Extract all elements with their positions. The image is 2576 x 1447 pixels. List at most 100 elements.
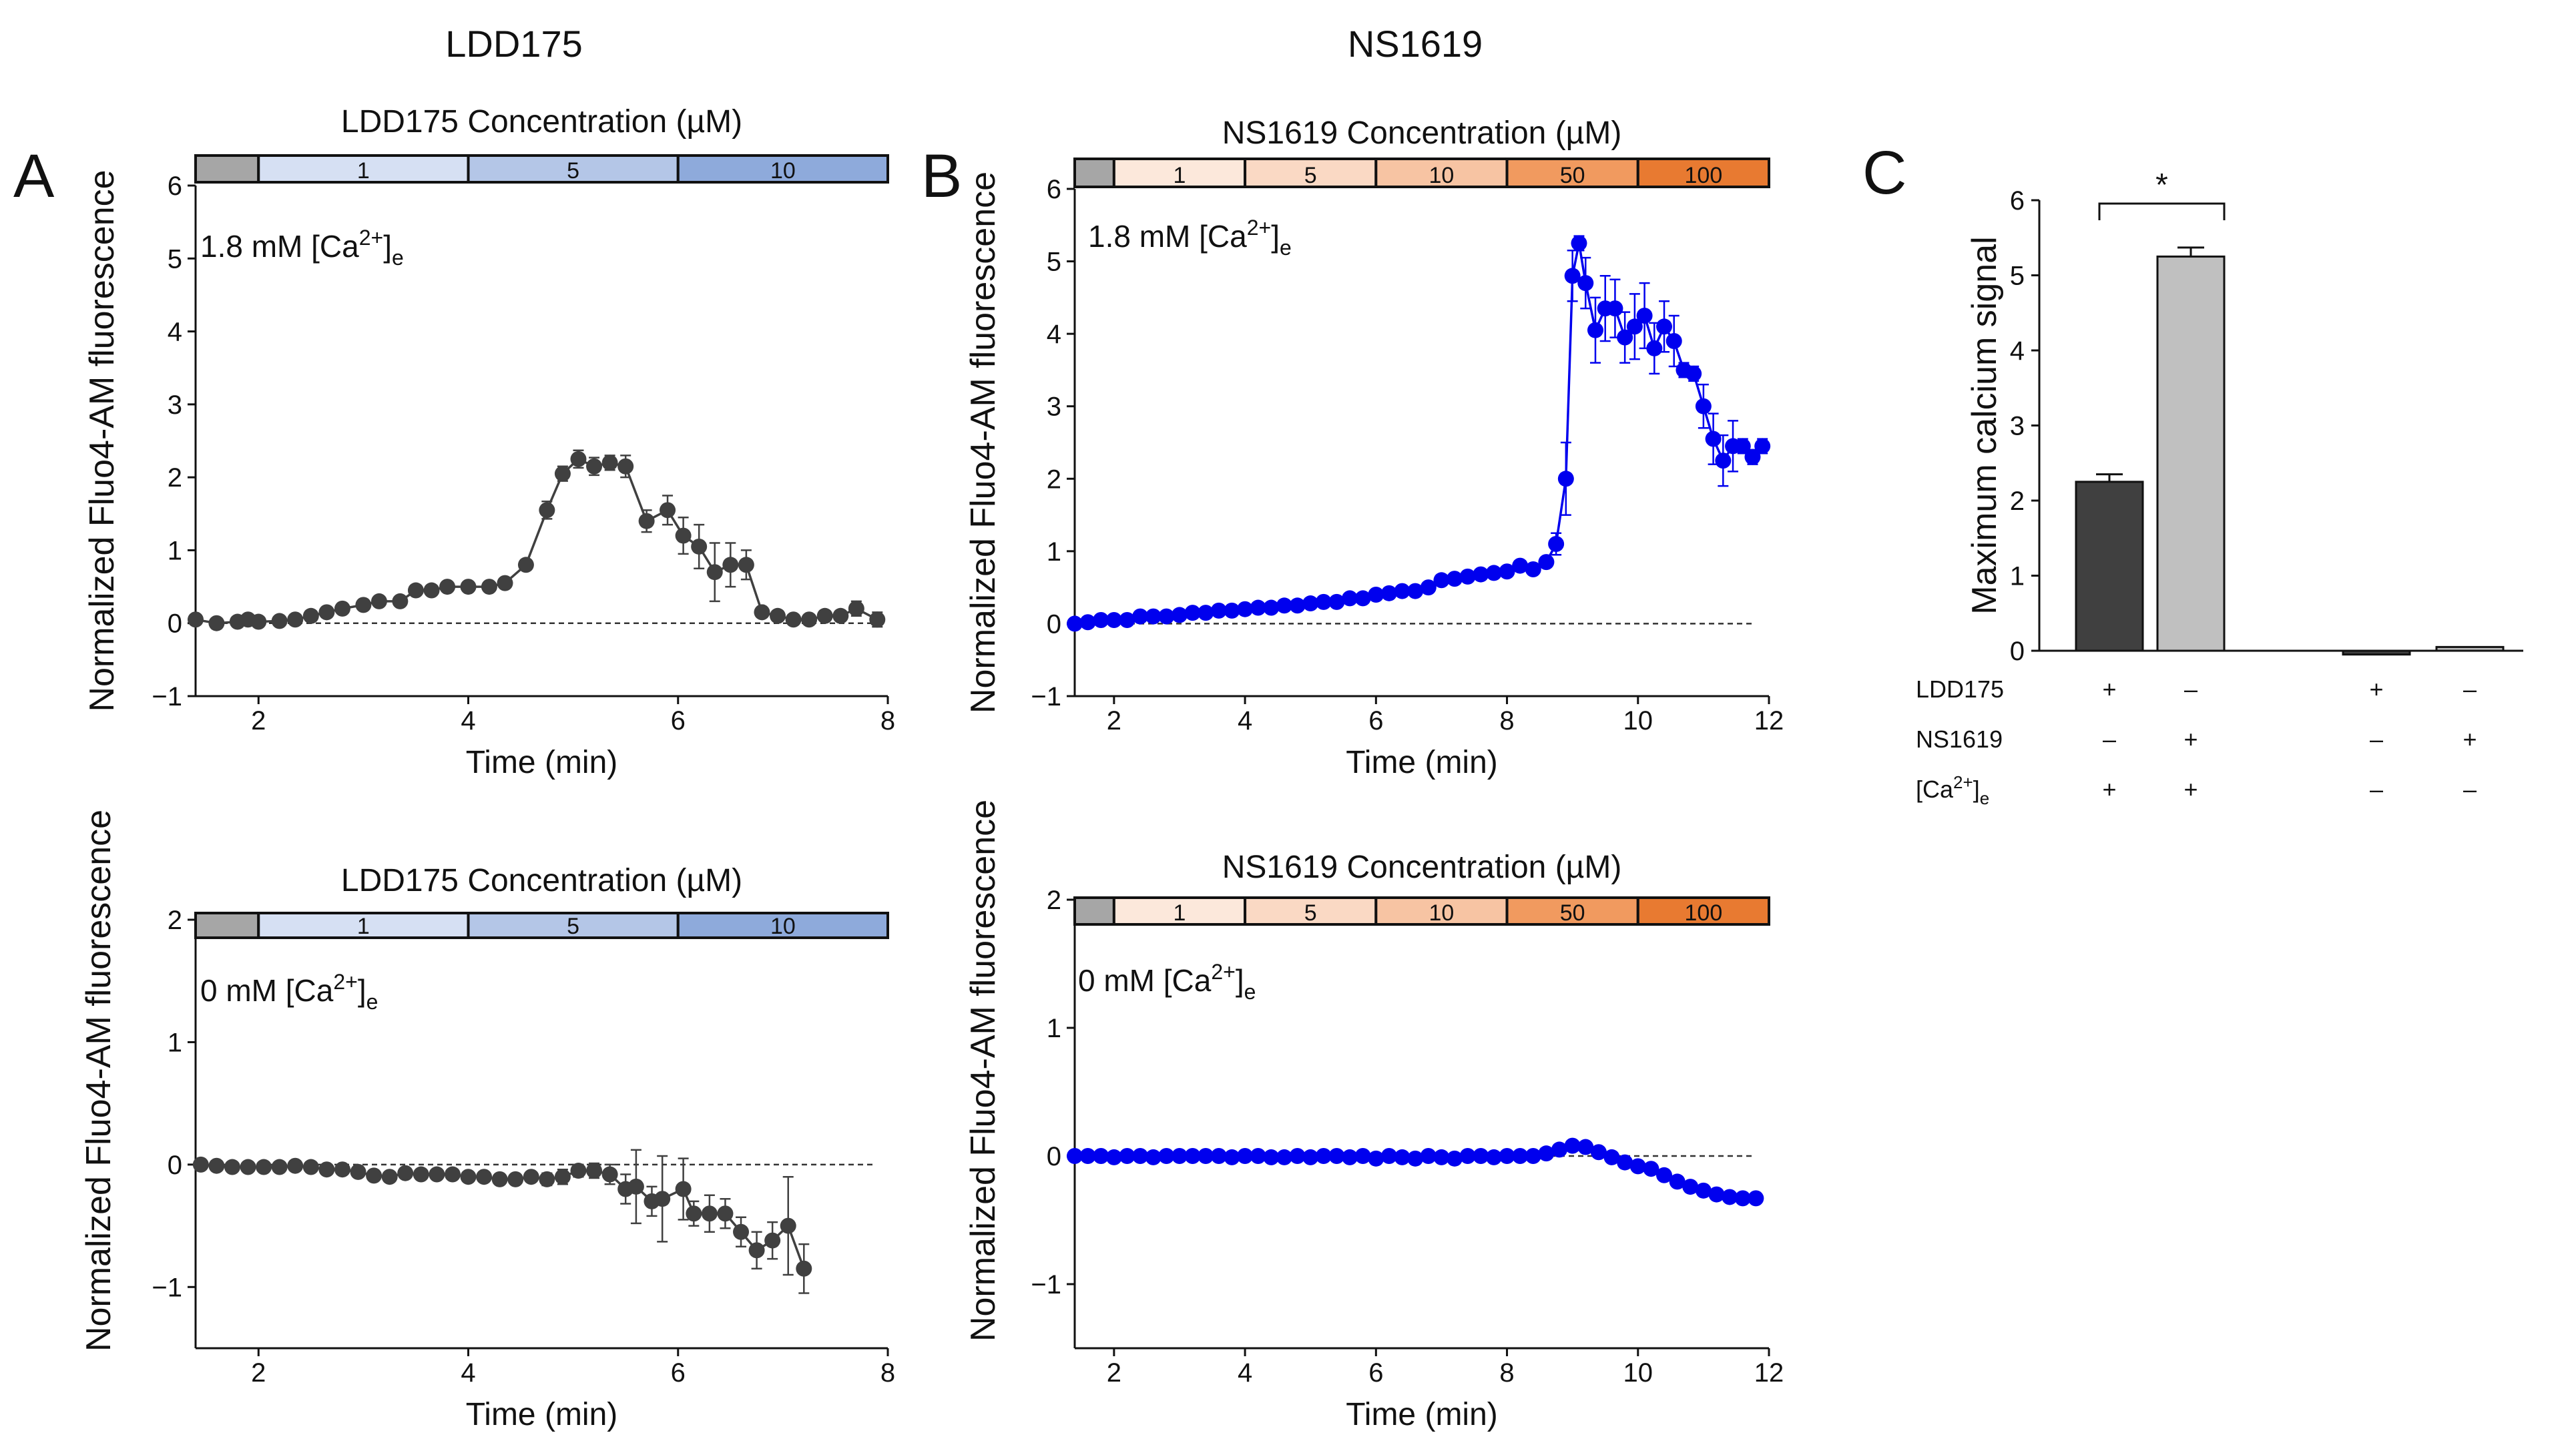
- data-point: [1315, 593, 1332, 610]
- treatment-label: LDD175: [1916, 675, 2004, 703]
- data-point: [586, 1163, 603, 1179]
- data-point: [1590, 1144, 1607, 1161]
- data-point: [1158, 1148, 1175, 1164]
- data-point: [832, 607, 849, 624]
- data-point: [355, 597, 372, 613]
- data-point: [1499, 1148, 1515, 1164]
- data-point: [1656, 1167, 1673, 1183]
- data-point: [271, 613, 288, 629]
- data-point: [429, 1166, 445, 1183]
- data-point: [1394, 1149, 1410, 1165]
- data-point: [250, 613, 267, 630]
- data-point: [1250, 1148, 1266, 1164]
- x-tick-label: 6: [1368, 1358, 1383, 1388]
- concentration-segment: [257, 912, 470, 939]
- y-tick-label: 5: [168, 244, 182, 274]
- data-point: [1587, 322, 1603, 338]
- concentration-label: 100: [1685, 900, 1723, 926]
- data-point: [397, 1165, 414, 1181]
- data-point: [1210, 1148, 1227, 1164]
- data-point: [1722, 1189, 1738, 1205]
- data-point: [1459, 1148, 1476, 1164]
- data-point: [224, 1159, 240, 1175]
- data-point: [1705, 430, 1722, 447]
- data-point: [1557, 471, 1574, 487]
- data-point: [460, 1169, 477, 1185]
- data-point: [654, 1191, 671, 1207]
- concentration-label: 5: [1304, 163, 1317, 188]
- data-point: [1198, 605, 1214, 621]
- concentration-segment: [676, 912, 889, 939]
- data-point: [1708, 1186, 1725, 1203]
- data-point: [1302, 595, 1319, 612]
- y-tick-label: 1: [1047, 537, 1061, 567]
- data-point: [381, 1169, 398, 1185]
- data-point: [1368, 587, 1384, 603]
- condition-label: 0 mM [Ca2+]e: [200, 970, 378, 1014]
- y-tick-label: 3: [2010, 412, 2025, 441]
- data-point: [1754, 438, 1771, 455]
- data-point: [318, 604, 335, 621]
- data-point: [1302, 1149, 1319, 1165]
- y-tick-label: 5: [2010, 262, 2025, 291]
- treatment-sign: –: [2370, 726, 2383, 753]
- data-point: [507, 1171, 524, 1187]
- concentration-segment: [1374, 896, 1509, 926]
- data-point: [1342, 1149, 1358, 1165]
- concentration-title: NS1619 Concentration (µM): [1222, 850, 1622, 885]
- panel-letter-c: C: [1862, 139, 1906, 207]
- data-point: [392, 593, 409, 609]
- data-point: [570, 1163, 587, 1179]
- data-point: [1433, 572, 1450, 589]
- data-point: [497, 575, 513, 591]
- concentration-label: 1: [357, 914, 370, 939]
- data-point: [706, 564, 723, 581]
- y-tick-label: 1: [1047, 1014, 1061, 1043]
- x-tick-label: 2: [1107, 1358, 1121, 1388]
- data-point: [1171, 1148, 1188, 1164]
- x-tick-label: 12: [1754, 1358, 1784, 1388]
- x-tick-label: 2: [251, 1358, 266, 1388]
- y-tick-label: 2: [2010, 487, 2025, 516]
- data-point: [785, 611, 802, 628]
- concentration-segment: [1073, 896, 1115, 926]
- significance-bracket: [2098, 202, 2226, 220]
- data-point: [1695, 1182, 1712, 1199]
- data-point: [1682, 1179, 1699, 1195]
- y-axis-label: Normalized Fluo4-AM fluorescence: [83, 170, 121, 711]
- data-point: [869, 611, 886, 628]
- y-tick-label: 0: [168, 1151, 182, 1180]
- data-point: [1473, 566, 1489, 583]
- treatment-sign: +: [2102, 776, 2116, 803]
- x-tick-label: 8: [1499, 706, 1514, 736]
- data-point: [1289, 597, 1306, 614]
- data-point: [1380, 1148, 1397, 1164]
- series-line: [195, 457, 878, 625]
- y-tick-label: 3: [1047, 392, 1061, 422]
- data-point: [192, 1156, 209, 1173]
- x-axis-label: Time (min): [1346, 1397, 1498, 1432]
- data-point: [691, 538, 708, 555]
- data-point: [444, 1166, 461, 1183]
- x-tick-label: 4: [1238, 1358, 1252, 1388]
- concentration-segment: [1505, 158, 1639, 188]
- concentration-segment: [1636, 896, 1771, 926]
- data-point: [1105, 612, 1122, 628]
- treatment-sign: +: [2369, 675, 2383, 703]
- data-point: [1171, 607, 1188, 623]
- data-point: [748, 1242, 765, 1259]
- concentration-title: NS1619 Concentration (µM): [1222, 115, 1622, 151]
- concentration-label: 1: [357, 158, 370, 184]
- data-point: [638, 513, 655, 529]
- data-point: [208, 615, 225, 631]
- data-point: [1119, 1148, 1135, 1164]
- data-point: [1571, 235, 1587, 252]
- data-point: [287, 1157, 304, 1174]
- panel-a-top: LDD175 Concentration (µM) 1 5 10 −1 0 1 2 3 4 5 6 2 4…: [83, 104, 895, 780]
- concentration-title: LDD175 Concentration (µM): [341, 104, 742, 139]
- data-point: [1276, 1149, 1292, 1165]
- concentration-label: 5: [1304, 900, 1317, 926]
- data-point: [1525, 1148, 1541, 1164]
- data-point: [1577, 1139, 1594, 1155]
- data-point: [287, 611, 304, 628]
